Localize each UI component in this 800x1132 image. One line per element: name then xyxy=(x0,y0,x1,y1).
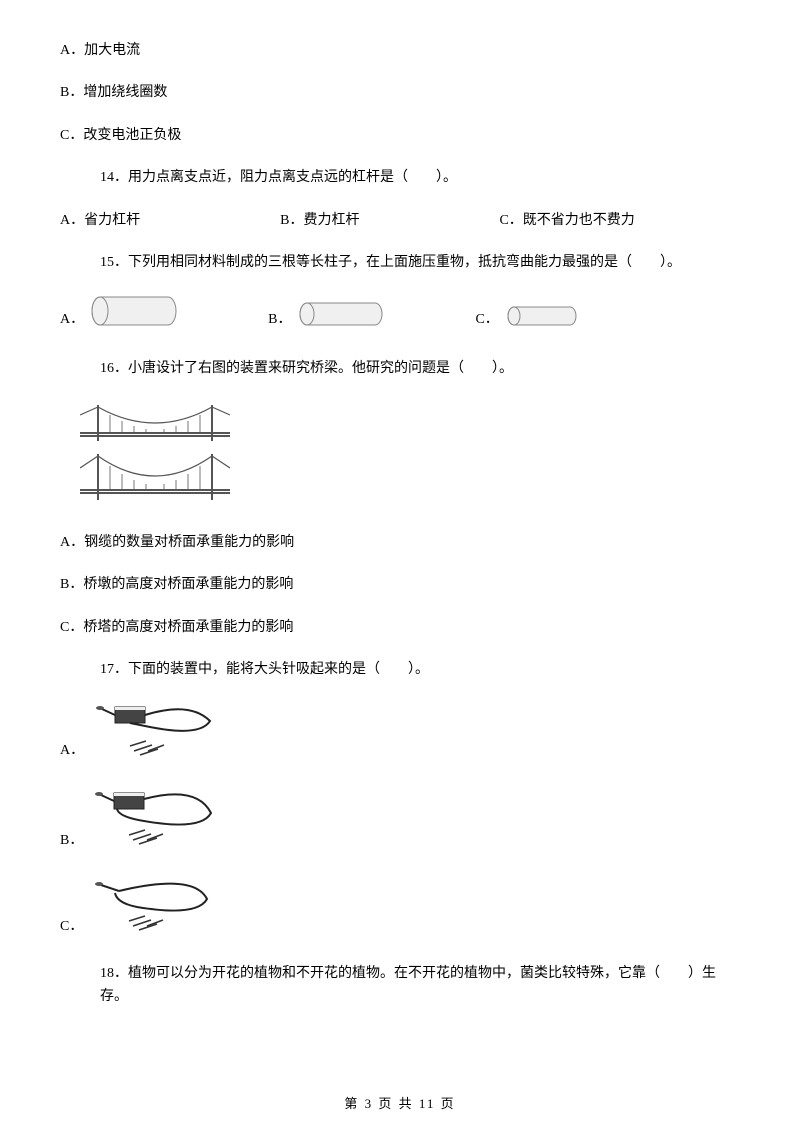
q14-text: 14．用力点离支点近，阻力点离支点远的杠杆是（ ）。 xyxy=(100,167,740,189)
q15-option-b: B． xyxy=(268,300,385,328)
q16-option-c: C．桥塔的高度对桥面承重能力的影响 xyxy=(60,617,740,639)
q15-option-a: A． xyxy=(60,294,178,328)
q17-c-label: C． xyxy=(60,915,83,935)
q14-option-c: C．既不省力也不费力 xyxy=(499,210,634,232)
q15-b-label: B． xyxy=(268,308,291,328)
electromagnet-icon xyxy=(89,877,219,935)
q15-a-label: A． xyxy=(60,308,84,328)
cylinder-icon xyxy=(90,294,178,328)
q15-c-label: C． xyxy=(475,308,498,328)
electromagnet-icon xyxy=(90,701,220,759)
q17-option-b: B． xyxy=(60,787,740,849)
q16-figure xyxy=(80,401,740,507)
q17-a-label: A． xyxy=(60,739,84,759)
q13-option-b: B．增加绕线圈数 xyxy=(60,82,740,104)
cylinder-icon xyxy=(505,304,579,328)
q14-option-a: A．省力杠杆 xyxy=(60,210,140,232)
q14-options: A．省力杠杆 B．费力杠杆 C．既不省力也不费力 xyxy=(60,210,740,232)
q14-option-b: B．费力杠杆 xyxy=(280,210,359,232)
electromagnet-icon xyxy=(89,787,219,849)
q15-options: A． B． C． xyxy=(60,294,740,328)
q13-option-c: C．改变电池正负极 xyxy=(60,125,740,147)
q15-option-c: C． xyxy=(475,304,578,328)
cylinder-icon xyxy=(297,300,385,328)
bridge-icon xyxy=(80,401,230,443)
q17-option-a: A． xyxy=(60,701,740,759)
q17-b-label: B． xyxy=(60,829,83,849)
q16-option-a: A．钢缆的数量对桥面承重能力的影响 xyxy=(60,532,740,554)
page-footer: 第 3 页 共 11 页 xyxy=(0,1093,800,1112)
q18-text: 18．植物可以分为开花的植物和不开花的植物。在不开花的植物中，菌类比较特殊，它靠… xyxy=(100,963,740,1008)
q15-text: 15．下列用相同材料制成的三根等长柱子，在上面施压重物，抵抗弯曲能力最强的是（ … xyxy=(100,252,740,274)
bridge-icon xyxy=(80,452,230,502)
q13-option-a: A．加大电流 xyxy=(60,40,740,62)
q16-text: 16．小唐设计了右图的装置来研究桥梁。他研究的问题是（ ）。 xyxy=(100,358,740,380)
q17-option-c: C． xyxy=(60,877,740,935)
q16-option-b: B．桥墩的高度对桥面承重能力的影响 xyxy=(60,574,740,596)
q17-text: 17．下面的装置中，能将大头针吸起来的是（ ）。 xyxy=(100,659,740,681)
